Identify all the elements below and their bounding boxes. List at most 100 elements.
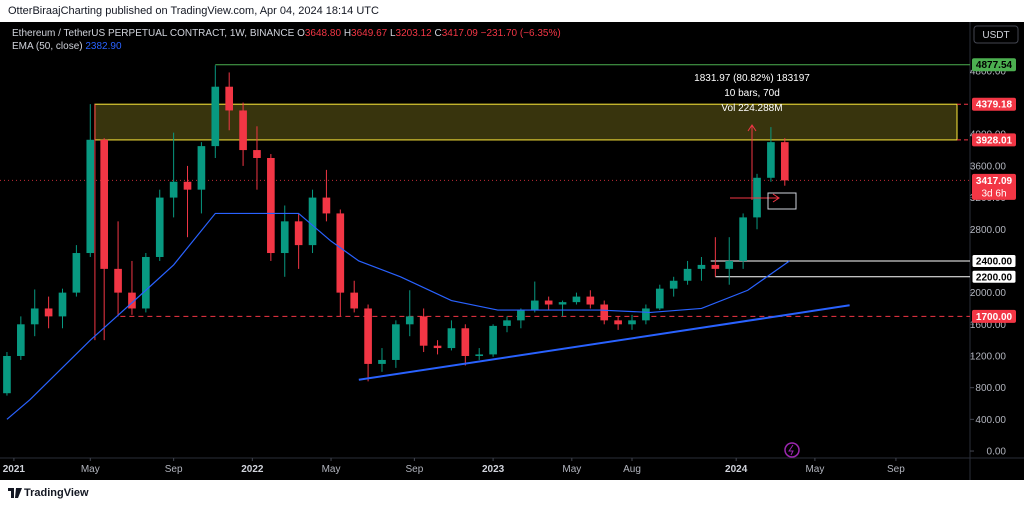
ema-line bbox=[6, 212, 790, 420]
candle-body bbox=[225, 86, 234, 111]
x-tick-label: Sep bbox=[887, 464, 905, 475]
candle-body bbox=[614, 320, 622, 325]
candle-body bbox=[711, 264, 720, 269]
candle-body bbox=[558, 302, 567, 305]
candle-body bbox=[197, 146, 206, 190]
candle-body bbox=[392, 324, 400, 360]
y-tick-label: 2000.00 bbox=[970, 288, 1007, 299]
candle-body bbox=[44, 308, 53, 317]
brand: TradingView bbox=[24, 487, 89, 499]
x-tick-label: Sep bbox=[165, 464, 183, 475]
candle-body bbox=[211, 86, 220, 147]
candle-body bbox=[183, 181, 192, 190]
price-label: 3928.01 bbox=[976, 135, 1013, 146]
price-label: 2200.00 bbox=[976, 272, 1013, 283]
candle-body bbox=[530, 300, 539, 311]
publisher-line: OtterBiraajCharting published on Trading… bbox=[8, 5, 379, 17]
candle-body bbox=[725, 260, 734, 269]
ohlc-key: C bbox=[434, 28, 442, 39]
legend: Ethereum / TetherUS PERPETUAL CONTRACT, … bbox=[12, 27, 561, 53]
candle-body bbox=[697, 264, 706, 269]
chart: 0.00 400.00 800.00 1200.00 1600.00 2000.00 280… bbox=[0, 22, 1024, 480]
candle-body bbox=[17, 324, 25, 356]
candle-body bbox=[433, 345, 442, 349]
candle-body bbox=[378, 359, 386, 364]
candle-body bbox=[58, 292, 67, 317]
price-label: 1700.00 bbox=[976, 312, 1013, 323]
ohlc-values: O3648.80 H3649.67 L3203.12 C3417.09 bbox=[294, 28, 478, 39]
candle-body bbox=[780, 142, 789, 181]
price-label-box bbox=[972, 97, 1016, 111]
y-tick-label: 3600.00 bbox=[970, 161, 1007, 172]
measure-arrowhead bbox=[747, 124, 757, 132]
x-tick-label: May bbox=[322, 464, 341, 475]
candle-body bbox=[128, 292, 136, 309]
currency-button[interactable] bbox=[973, 25, 1019, 44]
candle-body bbox=[642, 308, 650, 321]
candle-body bbox=[683, 268, 692, 281]
measure-label: 10 bars, 70d bbox=[724, 88, 780, 99]
candle-body bbox=[155, 197, 164, 257]
price-label: 2400.00 bbox=[976, 256, 1013, 267]
candle-body bbox=[350, 292, 359, 309]
ohlc-value: 3203.12 bbox=[395, 28, 432, 39]
ema-name: EMA (50, close) bbox=[12, 41, 83, 52]
y-tick-label: 800.00 bbox=[975, 383, 1006, 394]
trendline bbox=[358, 304, 850, 381]
x-tick-label: 2024 bbox=[725, 464, 748, 475]
price-label: 4877.54 bbox=[976, 60, 1013, 71]
ohlc-key: L bbox=[389, 28, 396, 39]
change: −231.70 (−6.35%) bbox=[480, 28, 561, 39]
x-tick-label: May bbox=[562, 464, 581, 475]
ohlc-value: 3417.09 bbox=[441, 28, 478, 39]
candle-body bbox=[3, 355, 11, 394]
x-tick-label: May bbox=[805, 464, 824, 475]
candle-body bbox=[364, 308, 372, 364]
currency-label: USDT bbox=[982, 30, 1009, 41]
candle-body bbox=[419, 316, 428, 346]
price-label-box bbox=[972, 133, 1016, 147]
candle-body bbox=[239, 110, 247, 151]
candle-body bbox=[489, 325, 497, 355]
price-label-box bbox=[972, 309, 1016, 323]
brand-logo bbox=[8, 488, 22, 498]
candle-body bbox=[739, 217, 747, 261]
measure-label: 1831.97 (80.82%) 183197 bbox=[694, 73, 810, 84]
legend-row: Ethereum / TetherUS PERPETUAL CONTRACT, … bbox=[12, 27, 561, 40]
candle-body bbox=[86, 139, 95, 254]
legend-row: EMA (50, close) 2382.90 bbox=[12, 40, 561, 53]
candle-body bbox=[655, 288, 664, 309]
candle-body bbox=[169, 181, 178, 198]
measure-label: Vol 224.288M bbox=[721, 103, 782, 114]
candle-body bbox=[100, 139, 108, 269]
price-label-box bbox=[972, 58, 1016, 72]
y-tick-label: 1600.00 bbox=[970, 320, 1007, 331]
candle-body bbox=[114, 268, 122, 293]
candle-body bbox=[142, 256, 150, 309]
x-tick-label: 2023 bbox=[482, 464, 505, 475]
ema-value: 2382.90 bbox=[85, 41, 122, 52]
chart-background bbox=[0, 22, 1024, 480]
event-icon bbox=[784, 442, 800, 458]
ohlc-value: 3649.67 bbox=[351, 28, 388, 39]
candle-body bbox=[405, 316, 414, 325]
x-tick-label: May bbox=[81, 464, 100, 475]
candle-body bbox=[253, 150, 261, 158]
candle-body bbox=[669, 280, 678, 289]
candle-body bbox=[308, 197, 317, 246]
candle-body bbox=[322, 197, 331, 214]
y-tick-label: 4800.00 bbox=[970, 66, 1007, 77]
measure-arrowhead bbox=[772, 193, 780, 203]
candle-body bbox=[544, 300, 553, 305]
price-label: 3417.09 bbox=[976, 176, 1013, 187]
candle-body bbox=[503, 320, 511, 326]
price-label-box bbox=[972, 173, 1016, 200]
price-label: 4379.18 bbox=[976, 100, 1013, 111]
x-tick-label: Aug bbox=[623, 464, 641, 475]
symbol-title: Ethereum / TetherUS PERPETUAL CONTRACT, … bbox=[12, 28, 295, 39]
candle-body bbox=[572, 296, 581, 303]
candle-body bbox=[475, 354, 484, 356]
candle-body bbox=[294, 221, 303, 246]
candle-body bbox=[628, 320, 636, 325]
candle-body bbox=[280, 221, 289, 254]
